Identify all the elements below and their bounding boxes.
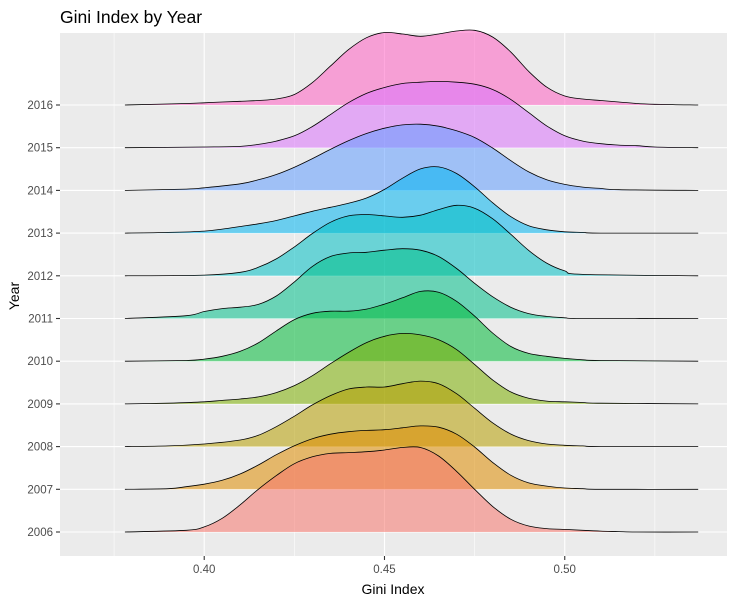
ridge-outline-2014	[124, 123, 699, 191]
ridge-2016	[124, 29, 699, 106]
ridge-area-2011	[124, 248, 699, 319]
x-tick-label: 0.40	[193, 564, 215, 576]
ridge-2010	[124, 290, 699, 362]
y-tick-label: 2013	[27, 228, 53, 240]
y-tick-label: 2012	[27, 271, 53, 283]
ridge-2013	[124, 166, 699, 234]
ridge-area-2014	[124, 124, 699, 191]
ridge-2009	[124, 332, 699, 405]
ridge-outline-2011	[124, 248, 699, 319]
chart-title: Gini Index by Year	[60, 7, 202, 27]
ridge-outline-2015	[124, 81, 699, 149]
ridge-outline-2009	[124, 332, 699, 405]
ridge-2012	[124, 204, 699, 277]
ridge-area-2009	[124, 333, 699, 404]
ridge-area-2010	[124, 290, 699, 362]
ridge-outline-2016	[124, 29, 699, 106]
x-axis-ticks: 0.40 0.45 0.50	[193, 556, 576, 576]
ridge-outline-2013	[124, 166, 699, 234]
y-tick-label: 2008	[27, 442, 53, 454]
ridge-outline-2012	[124, 204, 699, 277]
ridges	[124, 29, 699, 533]
ridge-2014	[124, 123, 699, 191]
y-tick-label: 2011	[28, 314, 53, 326]
ridge-2015	[124, 81, 699, 149]
ridge-outline-2010	[124, 290, 699, 362]
ridge-area-2006	[124, 446, 699, 533]
ridge-2006	[124, 446, 699, 533]
y-tick-label: 2014	[27, 185, 53, 197]
ridge-area-2008	[124, 381, 699, 447]
y-tick-label: 2006	[27, 527, 53, 539]
y-axis-title: Year	[6, 282, 22, 311]
ridge-2008	[124, 380, 699, 448]
x-tick-label: 0.45	[373, 564, 395, 576]
y-axis-ticks: 2006 2007 2008 2009 2010 2011 2012 2013 2014 2015…	[27, 100, 60, 539]
x-axis-title: Gini Index	[361, 581, 424, 597]
ridge-outline-2008	[124, 380, 699, 448]
y-tick-label: 2010	[27, 356, 53, 368]
y-tick-label: 2007	[27, 484, 53, 496]
y-tick-label: 2009	[27, 399, 53, 411]
ridge-area-2012	[124, 205, 699, 276]
ridge-outline-2007	[124, 425, 699, 490]
x-tick-label: 0.50	[554, 564, 576, 576]
y-tick-label: 2015	[27, 143, 53, 155]
ridge-area-2013	[124, 166, 699, 234]
ridge-2011	[124, 248, 699, 319]
ridge-area-2016	[124, 29, 699, 106]
ridge-outline-2006	[124, 446, 699, 533]
y-tick-label: 2016	[27, 100, 53, 112]
